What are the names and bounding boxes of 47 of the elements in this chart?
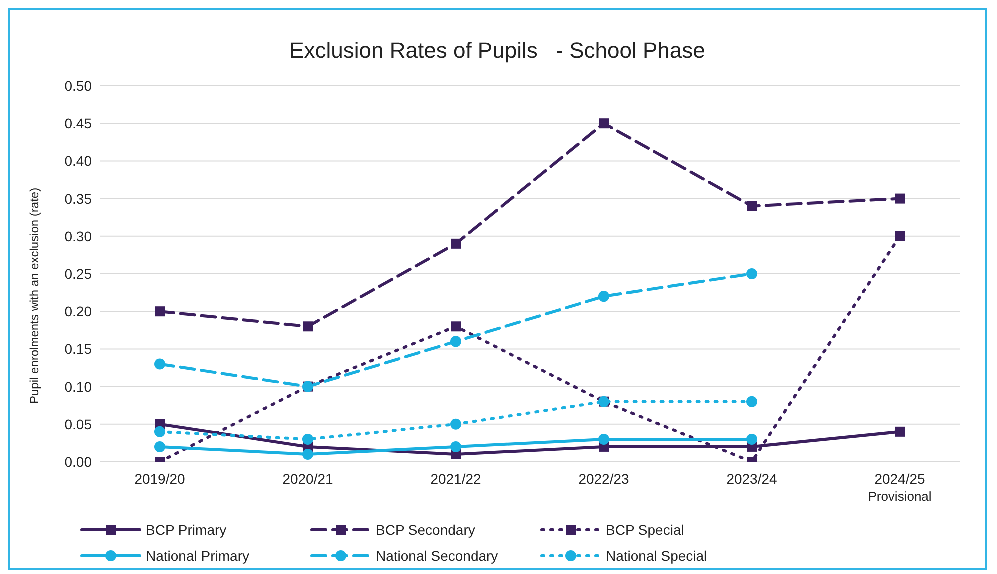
point xyxy=(303,322,313,332)
point xyxy=(154,426,166,438)
legend-label: National Special xyxy=(606,548,708,564)
point xyxy=(747,201,757,212)
y-tick-label: 0.25 xyxy=(64,266,92,282)
point xyxy=(598,434,610,445)
y-tick-label: 0.50 xyxy=(64,78,92,94)
x-tick-label: 2023/24 xyxy=(726,471,778,487)
y-tick-label: 0.40 xyxy=(64,153,92,170)
y-tick-label: 0.15 xyxy=(64,341,92,358)
x-tick-label: 2024/25 Provisional xyxy=(868,471,932,504)
point xyxy=(895,426,905,437)
x-tick-label: 2019/20 xyxy=(134,471,186,487)
point xyxy=(155,306,165,317)
y-tick-label: 0.35 xyxy=(64,190,92,207)
point xyxy=(451,238,461,249)
x-tick-label: 2022/23 xyxy=(578,471,630,487)
x-tick-label: 2020/21 xyxy=(282,471,334,487)
point xyxy=(450,441,462,452)
chart-title: Exclusion Rates of Pupils - School Phase xyxy=(288,38,706,64)
y-tick-label: 0.20 xyxy=(64,304,92,320)
legend-label: National Primary xyxy=(146,548,250,564)
legend-label: BCP Secondary xyxy=(376,522,476,538)
y-tick-label: 0.45 xyxy=(64,116,92,132)
point xyxy=(746,268,758,280)
point xyxy=(450,418,462,430)
y-tick-label: 0.30 xyxy=(64,228,92,244)
point xyxy=(451,322,461,332)
point xyxy=(154,358,166,370)
point xyxy=(746,396,758,408)
point xyxy=(598,291,610,302)
y-tick-label: 0.00 xyxy=(64,454,92,470)
x-tick-label: 2021/22 xyxy=(430,471,482,487)
y-tick-label: 0.05 xyxy=(64,416,92,432)
legend-label: BCP Primary xyxy=(146,522,227,538)
legend-label: National Secondary xyxy=(376,548,498,564)
point xyxy=(895,194,905,204)
point xyxy=(302,434,314,445)
point xyxy=(154,441,166,452)
point xyxy=(895,231,905,242)
y-tick-label: 0.10 xyxy=(64,378,92,395)
y-axis-title: Pupil enrolments with an exclusion (rate) xyxy=(27,188,42,404)
point xyxy=(746,434,758,445)
legend-label: BCP Special xyxy=(606,522,684,538)
point xyxy=(599,118,609,129)
point xyxy=(450,336,462,348)
point xyxy=(302,448,314,460)
